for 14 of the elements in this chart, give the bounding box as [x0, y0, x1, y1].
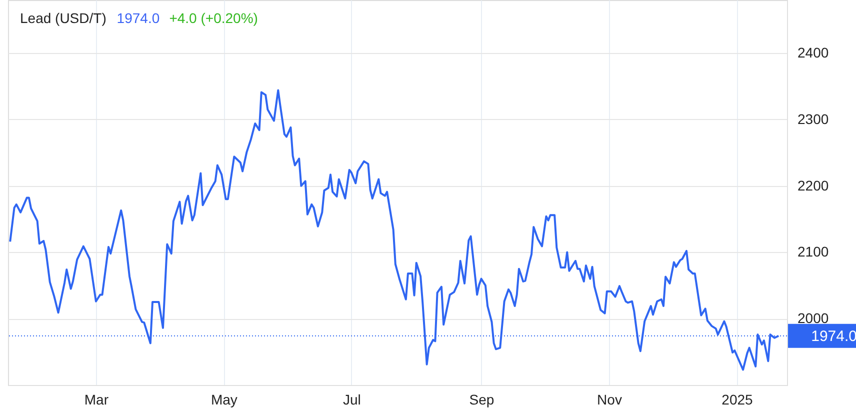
annotation: +4.0 (+0.20%) — [169, 10, 258, 26]
x-tick-label: Mar — [84, 392, 109, 408]
x-tick-label: May — [210, 392, 238, 408]
x-tick-label: Jul — [342, 392, 361, 408]
x-tick-label: Sep — [469, 392, 494, 408]
y-tick-label: 2400 — [798, 44, 829, 61]
y-tick-label: 2200 — [798, 177, 829, 194]
text: Lead (USD/T) — [20, 10, 106, 26]
x-tick-label: Nov — [597, 392, 622, 408]
y-tick-label: 2300 — [798, 110, 829, 127]
annotation: 1974.0 — [116, 10, 160, 26]
y-tick-label: 2000 — [798, 310, 829, 326]
x-tick-label: 2025 — [722, 392, 754, 408]
y-tick-label: 2100 — [798, 244, 829, 260]
